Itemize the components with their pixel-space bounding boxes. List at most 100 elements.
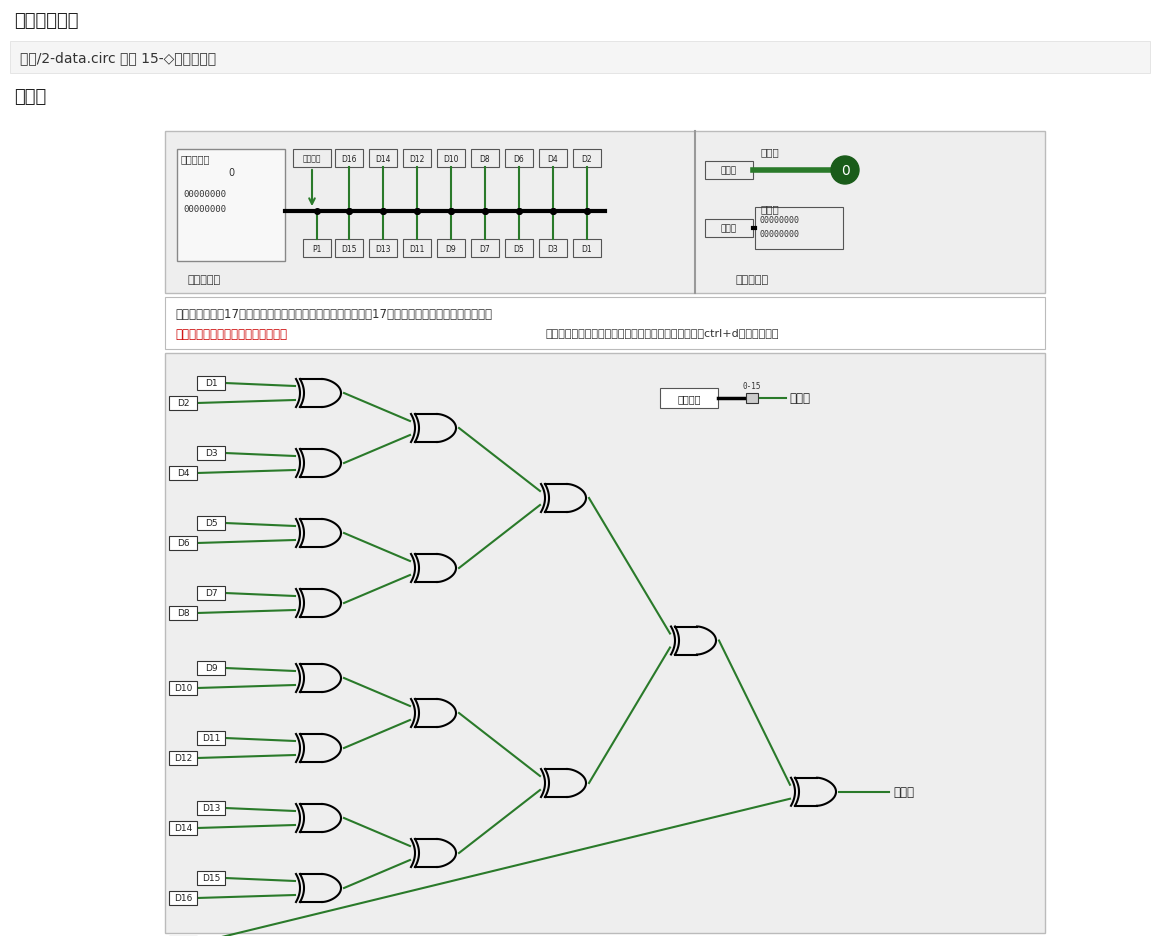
Text: 检错位: 检错位 (893, 785, 914, 798)
Text: D7: D7 (479, 244, 490, 254)
Text: 00000000: 00000000 (183, 205, 226, 213)
Text: D6: D6 (176, 539, 189, 548)
FancyBboxPatch shape (403, 240, 431, 257)
FancyBboxPatch shape (574, 240, 601, 257)
FancyBboxPatch shape (437, 150, 466, 168)
Text: 线路图: 线路图 (14, 88, 46, 106)
Text: 0-15: 0-15 (743, 382, 762, 390)
FancyBboxPatch shape (170, 397, 197, 411)
FancyBboxPatch shape (747, 393, 758, 403)
FancyBboxPatch shape (165, 354, 1045, 933)
Text: D13: D13 (375, 244, 391, 254)
Text: D9: D9 (446, 244, 456, 254)
Text: D16: D16 (174, 894, 193, 902)
FancyBboxPatch shape (471, 150, 499, 168)
Text: D4: D4 (176, 469, 189, 478)
FancyBboxPatch shape (574, 150, 601, 168)
FancyBboxPatch shape (705, 220, 753, 238)
FancyBboxPatch shape (197, 871, 225, 885)
Text: 数据位: 数据位 (721, 225, 737, 233)
Text: 偶校验编码: 偶校验编码 (181, 154, 210, 164)
Text: D8: D8 (176, 608, 189, 618)
Text: D14: D14 (174, 824, 192, 833)
FancyBboxPatch shape (705, 162, 753, 180)
Text: 检错位: 检错位 (721, 167, 737, 175)
FancyBboxPatch shape (197, 662, 225, 675)
FancyBboxPatch shape (197, 446, 225, 461)
FancyBboxPatch shape (336, 240, 363, 257)
Text: D10: D10 (174, 684, 193, 693)
Text: 偶校验码: 偶校验码 (677, 393, 701, 403)
Text: 偶校验码: 偶校验码 (303, 154, 322, 163)
Text: 输入引脚区: 输入引脚区 (187, 274, 221, 285)
FancyBboxPatch shape (505, 240, 533, 257)
FancyBboxPatch shape (539, 150, 567, 168)
FancyBboxPatch shape (165, 132, 1045, 294)
FancyBboxPatch shape (10, 42, 1151, 74)
FancyBboxPatch shape (471, 240, 499, 257)
FancyBboxPatch shape (505, 150, 533, 168)
FancyBboxPatch shape (755, 208, 843, 250)
Text: 0: 0 (228, 168, 235, 178)
Text: 数据位: 数据位 (789, 392, 810, 405)
Text: 电路功能：实现17位偶校验编码的检错以及数据提取。输入：17位校验码；输出：检错位、数据位: 电路功能：实现17位偶校验编码的检错以及数据提取。输入：17位校验码；输出：检错… (175, 308, 492, 321)
FancyBboxPatch shape (176, 150, 284, 262)
Text: D3: D3 (548, 244, 558, 254)
FancyBboxPatch shape (197, 517, 225, 531)
Text: D15: D15 (341, 244, 356, 254)
FancyBboxPatch shape (170, 607, 197, 621)
FancyBboxPatch shape (197, 801, 225, 815)
FancyBboxPatch shape (437, 240, 466, 257)
Text: D7: D7 (204, 589, 217, 598)
Text: D5: D5 (204, 519, 217, 528)
FancyBboxPatch shape (197, 731, 225, 745)
Text: D14: D14 (375, 154, 391, 163)
Text: 请勿增改引脚，请勿修改子电路封装: 请勿增改引脚，请勿修改子电路封装 (175, 328, 287, 341)
FancyBboxPatch shape (170, 821, 197, 835)
FancyBboxPatch shape (369, 240, 397, 257)
Text: D13: D13 (202, 804, 221, 812)
Text: D11: D11 (410, 244, 425, 254)
Circle shape (831, 157, 859, 184)
Text: D1: D1 (582, 244, 592, 254)
Text: D11: D11 (202, 734, 221, 742)
FancyBboxPatch shape (170, 466, 197, 480)
Text: 00000000: 00000000 (759, 229, 799, 239)
Text: 输出引脚区: 输出引脚区 (735, 274, 769, 285)
Text: D6: D6 (513, 154, 525, 163)
FancyBboxPatch shape (170, 536, 197, 550)
Text: D9: D9 (204, 664, 217, 673)
FancyBboxPatch shape (403, 150, 431, 168)
Text: D1: D1 (204, 379, 217, 388)
Text: D3: D3 (204, 449, 217, 458)
Text: D8: D8 (479, 154, 490, 163)
Text: 00000000: 00000000 (183, 190, 226, 198)
FancyBboxPatch shape (303, 240, 331, 257)
Text: D2: D2 (176, 399, 189, 408)
FancyBboxPatch shape (170, 681, 197, 695)
Text: 00000000: 00000000 (759, 216, 799, 225)
Text: D15: D15 (202, 873, 221, 883)
Text: D2: D2 (582, 154, 592, 163)
Text: D12: D12 (410, 154, 425, 163)
Text: D5: D5 (513, 244, 525, 254)
Text: 电路文件所在: 电路文件所在 (14, 12, 79, 30)
Text: 0: 0 (841, 164, 850, 178)
FancyBboxPatch shape (659, 388, 717, 408)
FancyBboxPatch shape (170, 752, 197, 766)
Text: 电路/2-data.circ 中的 15-◇偶校验检错: 电路/2-data.circ 中的 15-◇偶校验检错 (20, 51, 216, 65)
FancyBboxPatch shape (293, 150, 331, 168)
Text: D10: D10 (444, 154, 459, 163)
Text: 请在下方利用上方输入输出引脚的隧道信号构建电路，ctrl+d复制选择部件: 请在下方利用上方输入输出引脚的隧道信号构建电路，ctrl+d复制选择部件 (545, 328, 779, 338)
FancyBboxPatch shape (165, 298, 1045, 350)
FancyBboxPatch shape (170, 891, 197, 905)
FancyBboxPatch shape (336, 150, 363, 168)
Text: D4: D4 (548, 154, 558, 163)
Text: D12: D12 (174, 753, 192, 763)
FancyBboxPatch shape (197, 586, 225, 600)
FancyBboxPatch shape (197, 376, 225, 390)
Text: 数据位: 数据位 (760, 204, 779, 213)
Text: 检错位: 检错位 (760, 147, 779, 157)
FancyBboxPatch shape (539, 240, 567, 257)
Text: P1: P1 (312, 244, 322, 254)
